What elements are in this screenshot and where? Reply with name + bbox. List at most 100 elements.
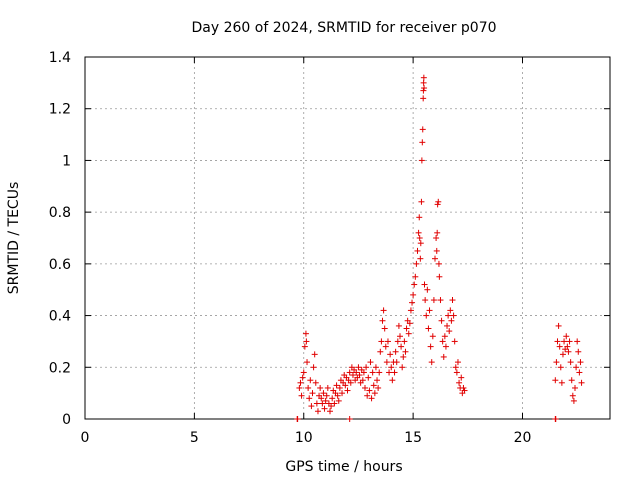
data-point — [377, 348, 384, 355]
y-tick-label: 1.2 — [49, 102, 71, 118]
plot-frame — [84, 56, 611, 420]
x-tick-label: 20 — [514, 430, 532, 446]
y-tick-label: 0 — [62, 412, 71, 428]
y-axis-title: SRMTID / TECUs — [6, 182, 22, 295]
x-tick-label: 5 — [190, 430, 199, 446]
chart-title: Day 260 of 2024, SRMTID for receiver p07… — [191, 20, 496, 36]
data-point — [575, 348, 582, 355]
data-point — [369, 369, 376, 376]
data-point — [573, 364, 580, 371]
data-point — [311, 351, 318, 358]
data-point — [564, 343, 571, 350]
y-tick-label: 1.4 — [49, 50, 71, 66]
data-point — [429, 333, 436, 340]
data-point — [359, 377, 366, 384]
data-point — [300, 369, 307, 376]
data-point — [344, 387, 351, 394]
data-point — [329, 395, 336, 402]
x-axis-title: GPS time / hours — [285, 459, 402, 475]
data-point — [446, 328, 453, 335]
data-point — [319, 400, 326, 407]
data-point — [416, 235, 423, 241]
data-point — [398, 343, 405, 350]
data-point — [355, 364, 362, 371]
data-point — [334, 392, 341, 399]
data-point — [308, 403, 315, 410]
data-point — [368, 395, 375, 402]
data-point — [406, 320, 413, 327]
data-point — [426, 307, 433, 314]
data-point — [420, 74, 427, 81]
data-point — [441, 333, 448, 340]
data-point — [312, 379, 319, 386]
data-point — [421, 85, 428, 92]
data-point — [568, 377, 575, 384]
data-point — [435, 260, 442, 267]
data-point — [556, 343, 563, 350]
data-point — [371, 390, 378, 397]
data-point — [561, 338, 568, 345]
data-point — [578, 379, 585, 386]
data-point — [456, 379, 463, 386]
data-point — [412, 273, 419, 280]
data-point — [331, 400, 338, 407]
y-tick-label: 0.8 — [49, 205, 71, 221]
data-point — [372, 364, 379, 371]
data-point — [346, 416, 353, 422]
data-point — [328, 403, 335, 410]
data-point — [437, 297, 444, 304]
data-point — [453, 369, 460, 376]
data-point — [448, 317, 455, 324]
data-point — [552, 377, 559, 384]
data-point — [335, 397, 342, 404]
data-point — [569, 392, 576, 399]
data-point — [375, 384, 382, 391]
data-point — [461, 387, 468, 394]
data-point — [386, 369, 393, 376]
y-tick-labels: 0 0.2 0.4 0.6 0.8 1 1.2 1.4 — [49, 50, 71, 428]
data-point — [415, 229, 422, 236]
data-point — [322, 397, 329, 404]
data-point — [392, 348, 399, 355]
data-point — [307, 377, 314, 384]
data-point — [389, 377, 396, 384]
grid-lines — [85, 57, 610, 419]
x-tick-label: 15 — [404, 430, 422, 446]
data-point — [336, 384, 343, 391]
data-point — [577, 359, 584, 366]
data-point — [418, 198, 425, 205]
data-point — [434, 201, 441, 208]
data-point — [428, 359, 435, 366]
data-point — [400, 353, 407, 360]
data-point — [419, 126, 426, 133]
x-tick-labels: 0 5 10 15 20 — [81, 430, 532, 446]
data-point — [420, 95, 427, 102]
data-point — [327, 408, 333, 415]
data-point — [565, 348, 572, 355]
data-point — [421, 281, 428, 288]
data-point — [297, 379, 304, 386]
data-point — [420, 79, 427, 86]
data-point — [414, 247, 421, 254]
data-point — [576, 369, 583, 376]
data-point — [367, 359, 374, 366]
data-point — [420, 87, 427, 94]
data-point — [303, 338, 310, 345]
data-point — [366, 387, 373, 394]
y-tick-label: 1 — [62, 153, 71, 169]
data-point — [563, 333, 570, 340]
data-point — [313, 400, 320, 407]
data-point — [393, 359, 400, 366]
data-point — [374, 377, 381, 384]
data-point — [304, 359, 311, 366]
data-point — [324, 384, 331, 391]
data-point — [555, 322, 562, 329]
data-point — [399, 364, 406, 371]
y-tick-label: 0.4 — [49, 309, 71, 325]
x-tick-label: 0 — [81, 430, 90, 446]
data-point — [317, 384, 324, 391]
axis-ticks — [84, 56, 610, 420]
data-point — [387, 351, 394, 358]
data-point — [410, 291, 417, 298]
